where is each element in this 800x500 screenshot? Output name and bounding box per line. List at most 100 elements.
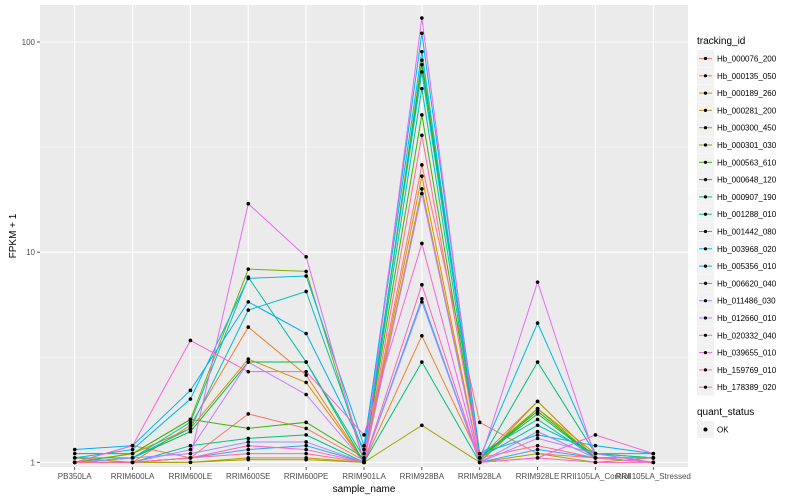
- data-point-Hb_000907_190-6: [420, 360, 424, 364]
- legend-label-Hb_039655_010: Hb_039655_010: [717, 349, 777, 358]
- legend-point-Hb_178389_020: [703, 385, 708, 389]
- data-point-Hb_011486_030-6: [420, 300, 424, 304]
- data-point-Hb_003968_020-5: [362, 443, 366, 448]
- legend-quant-status: quant_status OK: [697, 407, 754, 438]
- data-point-Hb_000563_610-8: [535, 412, 540, 416]
- data-point-Hb_000563_610-4: [304, 420, 308, 425]
- data-point-Hb_020332_040-8: [535, 280, 540, 284]
- data-point-Hb_000301_030-3: [246, 267, 251, 271]
- data-point-Hb_000301_030-6: [420, 58, 424, 62]
- legend-point-Hb_000563_610: [703, 160, 708, 164]
- data-point-Hb_000076_200-3: [246, 412, 251, 416]
- data-point-Hb_011486_030-8: [535, 429, 540, 434]
- legend-status-label: OK: [717, 426, 729, 435]
- data-point-Hb_003968_020-4: [304, 274, 308, 278]
- data-point-Hb_000648_120-2: [188, 429, 193, 434]
- data-point-Hb_000189_260-3: [246, 357, 251, 361]
- data-point-Hb_003968_020-2: [188, 397, 193, 401]
- data-point-Hb_012660_010-9: [593, 451, 598, 456]
- data-point-Hb_005356_010-4: [304, 331, 308, 336]
- legend-point-Hb_000281_200: [703, 108, 708, 112]
- legend-label-Hb_000076_200: Hb_000076_200: [717, 55, 777, 64]
- data-point-Hb_159769_010-3: [246, 443, 251, 448]
- x-tick-label-8: RRIM928LE: [516, 472, 560, 481]
- legend-label-Hb_000135_050: Hb_000135_050: [717, 72, 777, 81]
- legend-status-point: [703, 427, 708, 432]
- x-tick-label-9: RRII105LA_Control: [561, 472, 631, 481]
- data-point-Hb_000563_610-3: [246, 426, 251, 431]
- x-tick-label-2: RRIM600LE: [169, 472, 213, 481]
- data-point-Hb_039655_010-9: [593, 433, 598, 437]
- data-point-Hb_006620_040-8: [535, 447, 540, 452]
- legend-title: tracking_id: [697, 36, 745, 47]
- legend-label-Hb_001288_010: Hb_001288_010: [717, 210, 777, 219]
- data-point-Hb_000907_190-3: [246, 436, 251, 441]
- data-point-Hb_000189_260-4: [304, 380, 308, 385]
- data-point-Hb_178389_020-10: [651, 460, 656, 465]
- data-point-Hb_178389_020-1: [130, 460, 135, 465]
- legend-point-Hb_000300_450: [703, 126, 708, 130]
- legend-point-Hb_012660_010: [703, 316, 708, 320]
- data-point-Hb_000135_050-4: [304, 373, 308, 377]
- legend-point-Hb_000135_050: [703, 74, 708, 78]
- data-point-Hb_000563_610-2: [188, 417, 193, 422]
- x-tick-label-10: RRII105LA_Stressed: [616, 472, 691, 481]
- legend-point-Hb_011486_030: [703, 299, 708, 303]
- data-point-Hb_001442_080-3: [246, 308, 251, 312]
- legend-status-title: quant_status: [697, 407, 754, 418]
- data-point-Hb_012660_010-3: [246, 360, 251, 364]
- y-tick-label-2: 100: [22, 38, 36, 47]
- data-point-Hb_012660_010-8: [535, 436, 540, 441]
- legend-point-Hb_000301_030: [703, 143, 708, 147]
- data-point-Hb_000135_050-2: [188, 423, 193, 428]
- legend-label-Hb_000563_610: Hb_000563_610: [717, 158, 777, 167]
- data-point-Hb_005356_010-6: [420, 31, 424, 36]
- x-axis: PB350LA RRIM600LA RRIM600LE RRIM600SE RRIM60…: [58, 467, 691, 481]
- data-point-Hb_001442_080-4: [304, 289, 308, 294]
- data-point-Hb_178389_020-9: [593, 456, 598, 460]
- data-point-Hb_159769_010-8: [535, 456, 540, 460]
- data-point-Hb_020332_040-4: [304, 255, 308, 259]
- data-point-Hb_000300_450-2: [188, 460, 193, 465]
- legend-point-Hb_000189_260: [703, 91, 708, 95]
- data-point-Hb_000076_200-6: [420, 163, 424, 167]
- data-point-Hb_000135_050-3: [246, 325, 251, 329]
- data-point-Hb_039655_010-3: [246, 369, 251, 374]
- data-point-Hb_000189_260-6: [420, 174, 424, 178]
- legend-tracking-id: tracking_id Hb_000076_200 Hb_000135_050 Hb…: [697, 36, 777, 396]
- data-point-Hb_020332_040-6: [420, 16, 424, 20]
- data-point-Hb_000301_030-8: [535, 406, 540, 411]
- data-point-Hb_000076_200-7: [477, 420, 482, 425]
- legend-label-Hb_003968_020: Hb_003968_020: [717, 245, 777, 254]
- data-point-Hb_000300_450-3: [246, 457, 251, 462]
- data-point-Hb_005356_010-7: [477, 451, 482, 456]
- legend-point-Hb_003968_020: [703, 247, 708, 251]
- legend-label-Hb_005356_010: Hb_005356_010: [717, 262, 777, 271]
- data-point-Hb_039655_010-4: [304, 369, 308, 374]
- data-point-Hb_012660_010-4: [304, 392, 308, 397]
- data-point-Hb_039655_010-10: [651, 451, 656, 456]
- data-point-Hb_005356_010-5: [362, 447, 366, 452]
- data-point-Hb_006620_040-6: [420, 296, 424, 301]
- data-point-Hb_039655_010-1: [130, 443, 135, 448]
- data-point-Hb_003968_020-8: [535, 321, 540, 325]
- data-point-Hb_005356_010-2: [188, 388, 193, 393]
- y-tick-label-1: 10: [26, 248, 35, 257]
- data-point-Hb_001442_080-6: [420, 70, 424, 74]
- legend-label-Hb_000907_190: Hb_000907_190: [717, 193, 777, 202]
- legend-label-Hb_006620_040: Hb_006620_040: [717, 279, 777, 288]
- data-point-Hb_001288_010-6: [420, 86, 424, 91]
- legend-label-Hb_011486_030: Hb_011486_030: [717, 297, 776, 306]
- legend-label-Hb_001442_080: Hb_001442_080: [717, 228, 777, 237]
- data-point-Hb_039655_010-6: [420, 241, 424, 246]
- data-point-Hb_003968_020-1: [130, 447, 135, 452]
- legend-point-Hb_006620_040: [703, 281, 708, 285]
- data-point-Hb_000300_450-8: [535, 451, 540, 456]
- data-point-Hb_178389_020-7: [477, 456, 482, 460]
- legend-point-Hb_005356_010: [703, 264, 708, 268]
- legend-label-Hb_159769_010: Hb_159769_010: [717, 366, 777, 375]
- data-point-Hb_006620_040-3: [246, 447, 251, 452]
- data-point-Hb_000907_190-2: [188, 443, 193, 448]
- x-axis-title: sample_name: [333, 484, 396, 495]
- data-point-Hb_000563_610-6: [420, 113, 424, 117]
